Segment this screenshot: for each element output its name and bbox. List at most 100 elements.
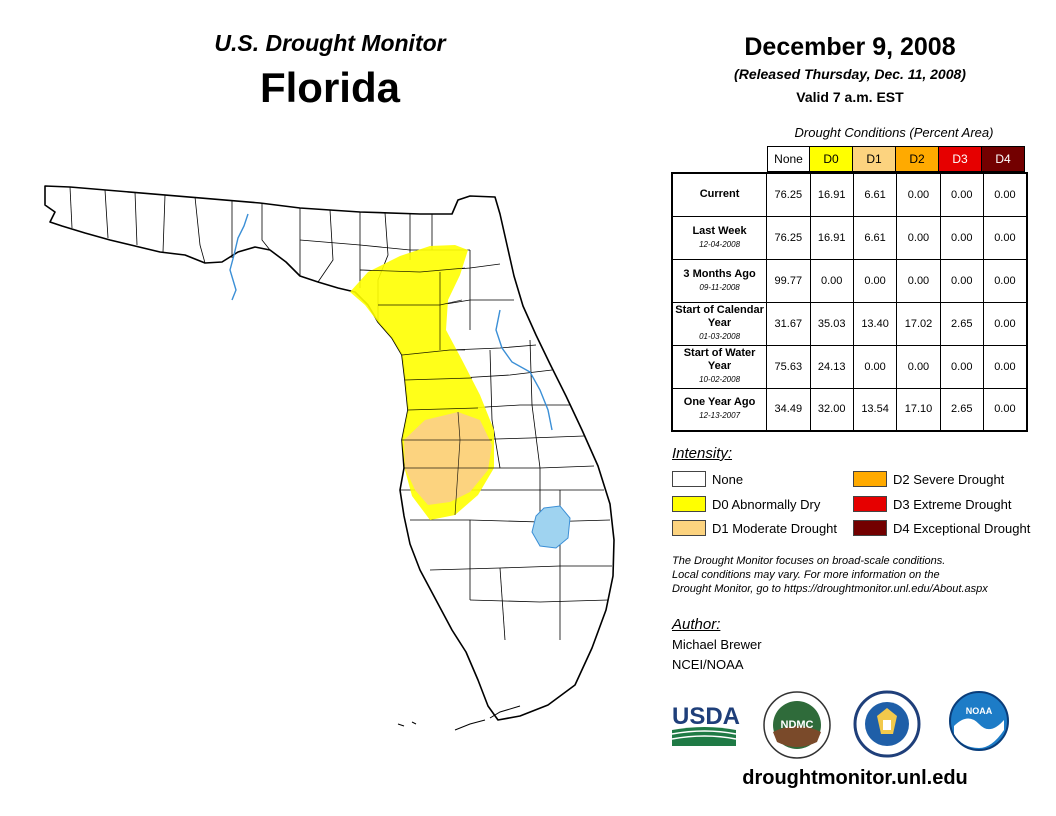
- author-title: Author:: [672, 616, 721, 633]
- usda-logo-text: USDA: [672, 703, 740, 730]
- noaa-logo: NOAA: [949, 691, 1009, 751]
- legend-item-d4: D4 Exceptional Drought: [853, 520, 1030, 536]
- note-line: Drought Monitor, go to https://droughtmo…: [672, 583, 988, 595]
- ndmc-logo: NDMC: [763, 691, 831, 759]
- row-label: Start of Water Year 10-02-2008: [671, 344, 768, 389]
- row-date: 09-11-2008: [699, 282, 740, 292]
- row-date: 10-02-2008: [699, 375, 741, 384]
- cell-value: 32.00: [809, 387, 854, 432]
- cell-value: 16.91: [809, 172, 854, 217]
- county-lines-overlay: [359, 267, 494, 516]
- cell-value: 75.63: [766, 344, 811, 389]
- conditions-row: Last Week 12-04-2008 76.25 16.91 6.61 0.00 0.0…: [671, 215, 1028, 260]
- cell-value: 0.00: [896, 344, 941, 389]
- cell-value: 0.00: [939, 172, 984, 217]
- legend-swatch: [853, 520, 887, 536]
- cell-value: 6.61: [852, 172, 898, 217]
- apalachicola-river: [229, 213, 249, 301]
- conditions-caption: Drought Conditions (Percent Area): [794, 125, 994, 140]
- cell-value: 13.40: [852, 301, 898, 346]
- legend-swatch: [853, 471, 887, 487]
- cell-value: 0.00: [896, 215, 941, 260]
- cell-value: 0.00: [852, 258, 898, 303]
- row-date: 12-04-2008: [699, 239, 741, 249]
- cell-value: 0.00: [809, 258, 854, 303]
- row-label: Last Week 12-04-2008: [671, 215, 768, 260]
- cell-value: 0.00: [852, 344, 898, 389]
- legend-label: D4 Exceptional Drought: [893, 520, 1031, 536]
- row-date: 01-03-2008: [699, 332, 741, 341]
- cell-value: 0.00: [896, 172, 941, 217]
- row-label: One Year Ago 12-13-2007: [671, 387, 768, 432]
- county-lines: [69, 186, 612, 641]
- legend-label: None: [712, 471, 744, 487]
- cell-value: 0.00: [939, 258, 984, 303]
- cell-value: 0.00: [982, 344, 1028, 389]
- author-org: NCEI/NOAA: [672, 657, 744, 672]
- conditions-row: Current 76.25 16.91 6.61 0.00 0.00 0.00: [671, 172, 1028, 217]
- doc-seal-logo: [853, 690, 921, 758]
- noaa-logo-text: NOAA: [966, 706, 993, 716]
- conditions-row: One Year Ago 12-13-2007 34.49 32.00 13.54 17.…: [671, 387, 1028, 432]
- note-line: Local conditions may vary. For more info…: [672, 569, 940, 581]
- cell-value: 2.65: [939, 301, 984, 346]
- legend-swatch: [672, 520, 706, 536]
- lake-okeechobee: [531, 505, 571, 549]
- legend-label: D0 Abnormally Dry: [712, 496, 821, 512]
- florida-outline: [44, 185, 615, 721]
- cell-value: 76.25: [766, 215, 811, 260]
- legend-swatch: [672, 471, 706, 487]
- cell-value: 34.49: [766, 387, 811, 432]
- website-link[interactable]: droughtmonitor.unl.edu: [742, 767, 968, 789]
- row-label-text: One Year Ago: [683, 396, 756, 409]
- row-label-text: Start of Water Year: [683, 347, 756, 372]
- intensity-title: Intensity:: [672, 445, 733, 462]
- cell-value: 13.54: [852, 387, 898, 432]
- cell-value: 99.77: [766, 258, 811, 303]
- cell-value: 2.65: [939, 387, 984, 432]
- conditions-row: Start of Water Year 10-02-2008 75.63 24.13 0…: [671, 344, 1028, 389]
- header-d0: D0: [810, 146, 853, 172]
- conditions-row: 3 Months Ago 09-11-2008 99.77 0.00 0.00 0.00 0…: [671, 258, 1028, 303]
- cell-value: 0.00: [982, 258, 1028, 303]
- d1-moderate-drought-area: [404, 412, 492, 505]
- drought-monitor-note: The Drought Monitor focuses on broad-sca…: [672, 554, 1042, 596]
- st-johns-river: [495, 309, 553, 431]
- header-d1: D1: [853, 146, 896, 172]
- row-label: Current: [671, 172, 768, 217]
- ndmc-logo-text: NDMC: [781, 719, 814, 731]
- legend-item-d1: D1 Moderate Drought: [672, 520, 837, 536]
- cell-value: 17.10: [896, 387, 941, 432]
- cell-value: 0.00: [982, 301, 1028, 346]
- row-label: Start of Calendar Year 01-03-2008: [671, 301, 768, 346]
- release-date: (Released Thursday, Dec. 11, 2008): [734, 66, 966, 82]
- header-d3: D3: [939, 146, 982, 172]
- row-label-text: Current: [699, 188, 740, 201]
- cell-value: 35.03: [809, 301, 854, 346]
- legend-label: D2 Severe Drought: [893, 471, 1005, 487]
- cell-value: 0.00: [896, 258, 941, 303]
- state-title: Florida: [259, 64, 400, 111]
- cell-value: 17.02: [896, 301, 941, 346]
- header-d4: D4: [982, 146, 1025, 172]
- cell-value: 24.13: [809, 344, 854, 389]
- legend-swatch: [853, 496, 887, 512]
- legend-item-d3: D3 Extreme Drought: [853, 496, 1012, 512]
- cell-value: 0.00: [939, 215, 984, 260]
- conditions-row: Start of Calendar Year 01-03-2008 31.67 35.…: [671, 301, 1028, 346]
- row-label-text: Last Week: [692, 224, 747, 237]
- cell-value: 0.00: [982, 172, 1028, 217]
- legend-item-d0: D0 Abnormally Dry: [672, 496, 820, 512]
- conditions-header-row: None D0 D1 D2 D3 D4: [767, 146, 1025, 172]
- cell-value: 6.61: [852, 215, 898, 260]
- cell-value: 76.25: [766, 172, 811, 217]
- map-date: December 9, 2008: [744, 33, 956, 61]
- author-name: Michael Brewer: [672, 637, 762, 652]
- cell-value: 0.00: [939, 344, 984, 389]
- cell-value: 31.67: [766, 301, 811, 346]
- conditions-table: Current 76.25 16.91 6.61 0.00 0.00 0.00 Last We…: [671, 172, 1028, 432]
- header-d2: D2: [896, 146, 939, 172]
- florida-keys: [397, 705, 521, 731]
- header-none: None: [767, 146, 810, 172]
- valid-time: Valid 7 a.m. EST: [796, 89, 904, 105]
